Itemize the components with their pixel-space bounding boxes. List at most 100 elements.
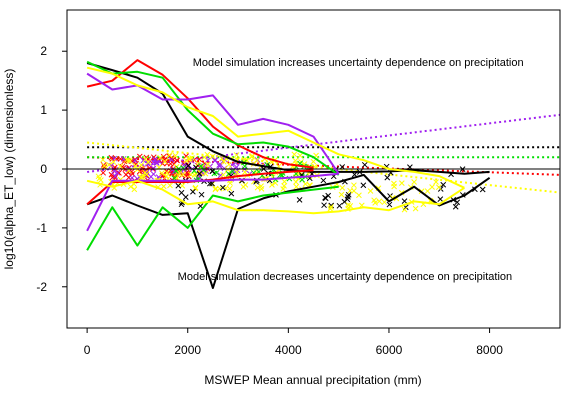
scatter-point xyxy=(123,171,129,178)
scatter-point xyxy=(169,166,176,173)
scatter-point xyxy=(110,159,117,165)
annotation-text-1: Model simulation decreases uncertainty d… xyxy=(178,271,513,283)
scatter-point xyxy=(360,182,367,189)
scatter-point xyxy=(336,202,343,209)
x-tick-label: 8000 xyxy=(476,343,503,357)
scatter-point xyxy=(143,171,150,178)
scatter-point xyxy=(233,152,240,158)
scatter-point xyxy=(227,180,233,186)
scatter-point xyxy=(244,157,250,164)
scatter-point xyxy=(209,153,216,160)
scatter-point xyxy=(391,180,397,187)
scatter-point xyxy=(281,178,288,185)
scatter-point xyxy=(150,159,157,166)
scatter-point xyxy=(117,163,124,169)
scatter-point xyxy=(220,172,227,178)
scatter-point xyxy=(401,198,408,204)
scatter-point xyxy=(226,161,232,168)
scatter-point xyxy=(381,199,388,206)
scatter-point xyxy=(269,182,275,188)
x-axis-label: MSWEP Mean annual precipitation (mm) xyxy=(204,373,421,387)
scatter-point xyxy=(328,202,335,209)
scatter-point xyxy=(174,157,180,164)
scatter-point xyxy=(167,182,173,189)
scatter-point xyxy=(166,152,173,158)
scatter-point xyxy=(218,155,225,162)
scatter-point xyxy=(387,193,393,199)
scatter-point xyxy=(356,192,362,199)
scatter-point xyxy=(157,154,163,161)
scatter-point xyxy=(258,186,265,192)
scatter-point xyxy=(127,183,134,190)
annotation-text-0: Model simulation increases uncertainty d… xyxy=(193,57,524,69)
scatter-point xyxy=(234,169,240,176)
scatter-point xyxy=(132,157,138,164)
scatter-point xyxy=(229,168,236,175)
series-0-lower-line xyxy=(86,173,491,289)
series-2-upper-line xyxy=(86,60,340,176)
axes: 0 2000 4000 6000 8000 -2 -1 0 1 2 xyxy=(36,44,503,357)
scatter-point xyxy=(411,179,418,185)
scatter-point xyxy=(339,185,346,191)
scatter-point xyxy=(124,157,130,163)
scatter-point xyxy=(367,188,374,194)
trend-line-1 xyxy=(87,156,561,176)
scatter-point xyxy=(372,199,378,206)
scatter-point xyxy=(202,170,209,177)
scatter-point xyxy=(216,163,223,170)
scatter-point xyxy=(216,185,223,192)
y-tick-label: -1 xyxy=(36,221,47,235)
y-tick-label: 0 xyxy=(40,162,47,176)
scatter-point xyxy=(228,190,235,197)
scatter-point xyxy=(351,188,357,194)
scatter-point xyxy=(183,170,190,176)
scatter-point xyxy=(384,174,391,181)
x-tick-label: 6000 xyxy=(376,343,403,357)
trend-line-3 xyxy=(87,113,561,173)
scatter-point xyxy=(440,181,447,188)
scatter-point xyxy=(189,155,195,161)
scatter-point xyxy=(101,163,108,169)
scatter-point xyxy=(220,184,226,191)
scatter-point xyxy=(192,185,199,192)
scatter-point xyxy=(162,158,168,165)
scatter-point xyxy=(225,166,231,173)
scatter-point xyxy=(240,183,247,190)
scatter-point xyxy=(172,152,179,159)
annotations: Model simulation increases uncertainty d… xyxy=(178,57,524,283)
scatter-point xyxy=(198,191,205,198)
scatter-point xyxy=(175,182,182,189)
x-tick-label: 4000 xyxy=(275,343,302,357)
scatter-point xyxy=(112,173,118,180)
scatter-point xyxy=(132,163,139,169)
scatter-point xyxy=(327,206,334,212)
scatter-point xyxy=(401,206,408,213)
scatter-point xyxy=(296,197,303,203)
scatter-point xyxy=(454,199,461,206)
scatter-point xyxy=(437,196,444,202)
scatter-point xyxy=(200,166,207,173)
scatter-point xyxy=(185,162,192,169)
scatter-point xyxy=(167,160,174,167)
scatter-point xyxy=(310,158,317,165)
scatter-point xyxy=(158,170,165,176)
scatter-point xyxy=(196,156,203,163)
scatter-point xyxy=(183,157,190,164)
scatter-point xyxy=(220,158,227,165)
scatter-point xyxy=(429,184,435,190)
scatter-point xyxy=(321,202,327,209)
scatter-point xyxy=(345,191,352,198)
scatter-point xyxy=(109,156,116,162)
scatter-point xyxy=(132,156,138,163)
scatter-point xyxy=(150,165,157,172)
scatter-point xyxy=(351,182,357,189)
scatter-point xyxy=(160,153,167,160)
series-2-lower-line xyxy=(86,185,339,251)
scatter-point xyxy=(398,180,405,187)
scatter-point xyxy=(100,169,107,176)
scatter-point xyxy=(207,180,213,187)
scatter-point xyxy=(127,158,133,164)
y-axis-label: log10(alpha_ET_low) (dimensionless) xyxy=(2,69,16,270)
